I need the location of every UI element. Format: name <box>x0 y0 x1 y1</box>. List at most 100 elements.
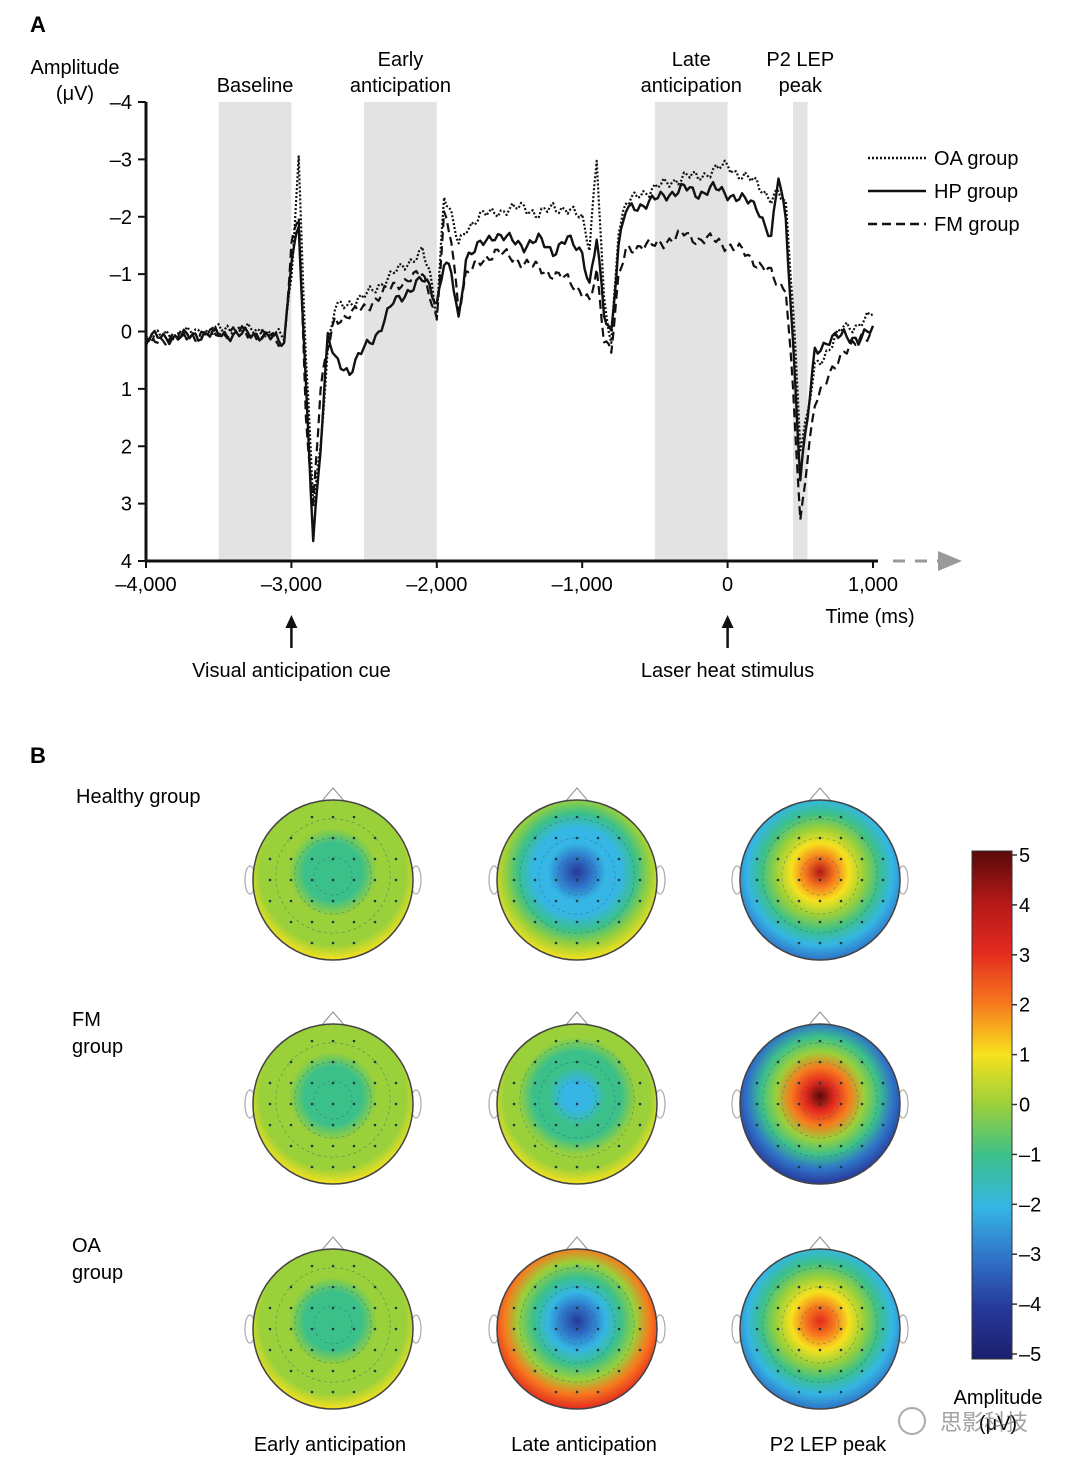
electrode-dot <box>512 1123 516 1127</box>
electrode-dot <box>839 1306 843 1310</box>
contour-line <box>762 1042 878 1158</box>
electrode-dot <box>268 1102 272 1106</box>
electrode-dot <box>617 857 621 861</box>
electrode-dot <box>394 1123 398 1127</box>
colorbar-tick-label: –2 <box>1019 1194 1041 1216</box>
x-axis-label: Time (ms) <box>825 606 914 628</box>
electrode-dot <box>776 1369 780 1373</box>
electrode-dot <box>575 1390 579 1394</box>
electrode-dot <box>533 1060 537 1064</box>
electrode-dot <box>373 920 377 924</box>
electrode-dot <box>554 857 558 861</box>
colorbar-ticks: 5 4 3 2 1 0 –1 –2 –3 –4 –5 <box>1012 845 1041 1366</box>
electrode-dot <box>533 1081 537 1085</box>
electrode-dot <box>575 1081 579 1085</box>
column-labels: Early anticipation Late anticipation P2 LE… <box>254 1434 887 1456</box>
electrode-dot <box>554 941 558 945</box>
colorbar-tick-label: 0 <box>1019 1095 1030 1117</box>
up-arrow-icon <box>721 615 734 628</box>
electrode-dot <box>839 878 843 882</box>
electrode-dot <box>533 1285 537 1289</box>
electrode-dot <box>776 1327 780 1331</box>
electrode-dot <box>554 1327 558 1331</box>
electrode-dot <box>373 1327 377 1331</box>
electrode-dot <box>289 899 293 903</box>
electrode-dot <box>797 1123 801 1127</box>
x-axis-arrow-icon <box>938 551 962 571</box>
electrode-dot <box>352 1285 356 1289</box>
head-nose-icon <box>807 787 833 803</box>
electrode-dot <box>394 1081 398 1085</box>
electrode-dot <box>797 1285 801 1289</box>
electrode-dot <box>289 1081 293 1085</box>
electrode-dot <box>776 1123 780 1127</box>
analysis-window-band <box>364 102 437 561</box>
electrode-dot <box>860 1144 864 1148</box>
y-tick-label: –4 <box>110 92 132 114</box>
electrode-dot <box>310 1348 314 1352</box>
electrode-dot <box>797 1369 801 1373</box>
electrode-dot <box>289 878 293 882</box>
topomap-2-2 <box>731 1236 909 1410</box>
row-label: group <box>72 1036 123 1058</box>
electrode-dot <box>352 1123 356 1127</box>
electrode-dot <box>373 1123 377 1127</box>
electrode-dot <box>638 1327 642 1331</box>
colorbar-tick-label: 4 <box>1019 895 1030 917</box>
electrode-dot <box>310 1123 314 1127</box>
electrode-dot <box>289 1123 293 1127</box>
electrode-dot <box>839 899 843 903</box>
electrode-dot <box>860 920 864 924</box>
electrode-dot <box>818 1390 822 1394</box>
electrode-dot <box>373 1348 377 1352</box>
electrode-dot <box>860 1123 864 1127</box>
electrode-dot <box>881 1348 885 1352</box>
electrode-dot <box>533 878 537 882</box>
head-nose-icon <box>320 1236 346 1252</box>
electrode-dot <box>818 1081 822 1085</box>
x-tick-label: –2,000 <box>406 574 467 596</box>
contour-line <box>519 1267 635 1383</box>
electrode-dot <box>554 1306 558 1310</box>
electrode-dot <box>818 941 822 945</box>
colorbar-label: Amplitude <box>954 1387 1043 1409</box>
electrode-dot <box>860 1327 864 1331</box>
electrode-dot <box>839 1060 843 1064</box>
topomap-0-0 <box>244 787 422 961</box>
electrode-dot <box>797 815 801 819</box>
electrode-dot <box>596 941 600 945</box>
contour-line <box>294 837 372 915</box>
electrode-dot <box>617 836 621 840</box>
contour-line <box>538 1286 616 1364</box>
electrode-dot <box>575 1102 579 1106</box>
electrode-dot <box>755 1327 759 1331</box>
electrode-dot <box>860 899 864 903</box>
analysis-window-label: peak <box>779 75 823 97</box>
analysis-window-label: P2 LEP <box>766 49 834 71</box>
electrode-dot <box>352 1369 356 1373</box>
electrode-dot <box>839 1039 843 1043</box>
electrode-dot <box>268 1306 272 1310</box>
electrode-dot <box>776 836 780 840</box>
colorbar-tick-label: 2 <box>1019 995 1030 1017</box>
colorbar-tick-label: –1 <box>1019 1144 1041 1166</box>
electrode-dot <box>617 1123 621 1127</box>
electrode-dot <box>310 899 314 903</box>
electrode-dot <box>797 857 801 861</box>
electrode-dot <box>373 878 377 882</box>
contour-line <box>313 1305 353 1345</box>
electrode-dot <box>755 1123 759 1127</box>
electrode-dot <box>575 1039 579 1043</box>
electrode-dot <box>352 899 356 903</box>
electrode-dot <box>575 1285 579 1289</box>
electrode-dot <box>512 1348 516 1352</box>
electrode-dot <box>289 836 293 840</box>
electrode-dot <box>617 1102 621 1106</box>
electrode-dot <box>596 1081 600 1085</box>
electrode-dot <box>268 899 272 903</box>
electrode-dot <box>554 878 558 882</box>
electrode-dot <box>268 1081 272 1085</box>
electrode-dot <box>797 1165 801 1169</box>
electrode-dot <box>776 1102 780 1106</box>
electrode-dot <box>617 1060 621 1064</box>
